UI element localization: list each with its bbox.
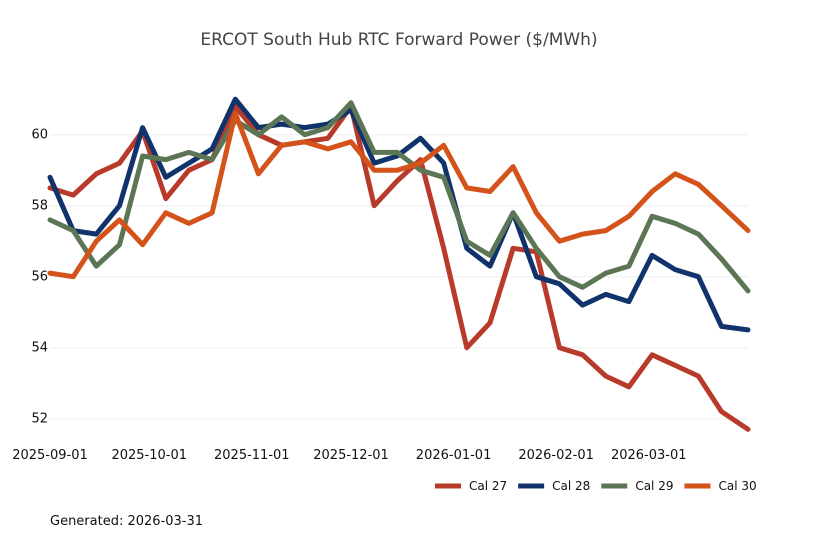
x-tick-label: 2025-10-01 (111, 448, 187, 463)
x-tick-label: 2025-12-01 (313, 448, 389, 463)
x-tick-label: 2026-02-01 (518, 448, 594, 463)
series-line-cal-30 (47, 110, 751, 280)
x-tick-label: 2026-01-01 (416, 448, 492, 463)
series-line-cal-28 (47, 96, 751, 333)
x-axis-ticks: 2025-09-01 2025-10-01 2025-11-01 2025-12-01… (12, 448, 686, 463)
series-line-cal-29 (47, 100, 751, 294)
y-tick-label: 58 (31, 199, 48, 214)
legend: Cal 27 Cal 28 Cal 29 Cal 30 (435, 479, 757, 493)
chart-title: ERCOT South Hub RTC Forward Power ($/MWh… (200, 30, 597, 50)
legend-label: Cal 30 (718, 479, 756, 493)
legend-label: Cal 28 (552, 479, 590, 493)
x-tick-label: 2025-09-01 (12, 448, 88, 463)
grid-lines (50, 134, 748, 420)
series-lines (47, 96, 751, 432)
y-tick-label: 52 (31, 412, 48, 427)
x-tick-label: 2025-11-01 (214, 448, 290, 463)
legend-label: Cal 27 (469, 479, 507, 493)
y-tick-label: 60 (31, 128, 48, 143)
x-tick-label: 2026-03-01 (611, 448, 687, 463)
y-tick-label: 56 (31, 270, 48, 285)
series-line-cal-27 (47, 103, 751, 432)
y-tick-label: 54 (31, 341, 48, 356)
legend-label: Cal 29 (635, 479, 673, 493)
generated-date: Generated: 2026-03-31 (50, 514, 203, 529)
y-axis-ticks: 52 54 56 58 60 (31, 128, 48, 427)
